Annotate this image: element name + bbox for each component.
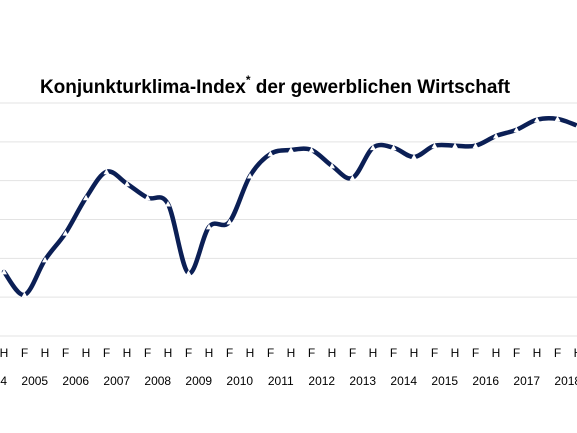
year-label: 2014 — [390, 374, 417, 388]
x-tick-label: H — [0, 346, 8, 360]
point-marker — [144, 194, 151, 201]
x-tick-label: H — [246, 346, 255, 360]
x-tick-label: H — [492, 346, 501, 360]
point-marker — [83, 194, 89, 201]
title-superscript: * — [246, 73, 251, 87]
x-tick-label: H — [205, 346, 214, 360]
point-marker — [493, 133, 499, 139]
x-tick-label: F — [21, 346, 28, 360]
point-marker — [513, 126, 520, 133]
point-marker — [62, 230, 69, 236]
x-tick-label: F — [226, 346, 233, 360]
year-label: 2018 — [554, 374, 577, 388]
year-label: 2009 — [185, 374, 212, 388]
point-marker — [42, 256, 48, 263]
x-tick-label: F — [513, 346, 520, 360]
x-tick-label: F — [390, 346, 397, 360]
point-marker — [1, 268, 7, 275]
x-tick-label: F — [103, 346, 110, 360]
x-tick-label: H — [123, 346, 132, 360]
point-marker — [390, 144, 397, 151]
point-marker — [288, 146, 294, 153]
title-rest: der gewerblichen Wirtschaft — [250, 77, 510, 98]
point-marker — [534, 116, 540, 123]
point-marker — [554, 115, 561, 122]
year-label: 2006 — [62, 374, 89, 388]
point-marker — [247, 173, 253, 179]
x-tick-label: H — [410, 346, 419, 360]
x-tick-label: H — [164, 346, 173, 360]
point-marker — [370, 144, 376, 151]
point-marker — [472, 142, 479, 149]
point-marker — [226, 218, 233, 225]
point-marker — [308, 146, 315, 153]
x-tick-label: F — [62, 346, 69, 360]
point-marker — [411, 153, 417, 160]
year-label: 2017 — [513, 374, 540, 388]
x-tick-label: F — [267, 346, 274, 360]
title-main: Konjunkturklima-Index — [40, 77, 246, 98]
year-label: 2005 — [21, 374, 48, 388]
series-line — [1, 115, 577, 298]
year-label: 2010 — [226, 374, 253, 388]
year-label: 2007 — [103, 374, 130, 388]
x-tick-label: F — [349, 346, 356, 360]
point-marker — [267, 150, 274, 157]
x-tick-label: H — [369, 346, 378, 360]
x-tick-label: F — [554, 346, 561, 360]
x-tick-label: H — [451, 346, 460, 360]
year-label: 2008 — [144, 374, 171, 388]
point-marker — [349, 174, 356, 181]
point-marker — [206, 223, 212, 230]
year-label: 2015 — [431, 374, 458, 388]
chart-title: Konjunkturklima-Index* der gewerblichen … — [40, 73, 511, 98]
point-marker — [165, 200, 171, 207]
x-tick-label: F — [144, 346, 151, 360]
x-tick-label: F — [308, 346, 315, 360]
year-label: 2012 — [308, 374, 335, 388]
x-tick-label: H — [82, 346, 91, 360]
year-label: 2013 — [349, 374, 376, 388]
x-tick-label: H — [533, 346, 542, 360]
x-tick-label: H — [328, 346, 337, 360]
x-tick-label: H — [287, 346, 296, 360]
point-marker — [452, 142, 458, 149]
year-label: 2016 — [472, 374, 499, 388]
x-tick-label: F — [431, 346, 438, 360]
x-tick-label: F — [185, 346, 192, 360]
point-marker — [124, 180, 130, 187]
x-tick-label: F — [472, 346, 479, 360]
point-marker — [431, 142, 438, 149]
year-label: 2011 — [268, 374, 294, 388]
point-marker — [329, 162, 335, 169]
point-marker — [185, 270, 192, 276]
point-marker — [103, 168, 110, 175]
x-tick-label: H — [574, 346, 577, 360]
year-label: 2004 — [0, 374, 7, 388]
x-tick-label: H — [41, 346, 50, 360]
point-marker — [21, 291, 28, 298]
